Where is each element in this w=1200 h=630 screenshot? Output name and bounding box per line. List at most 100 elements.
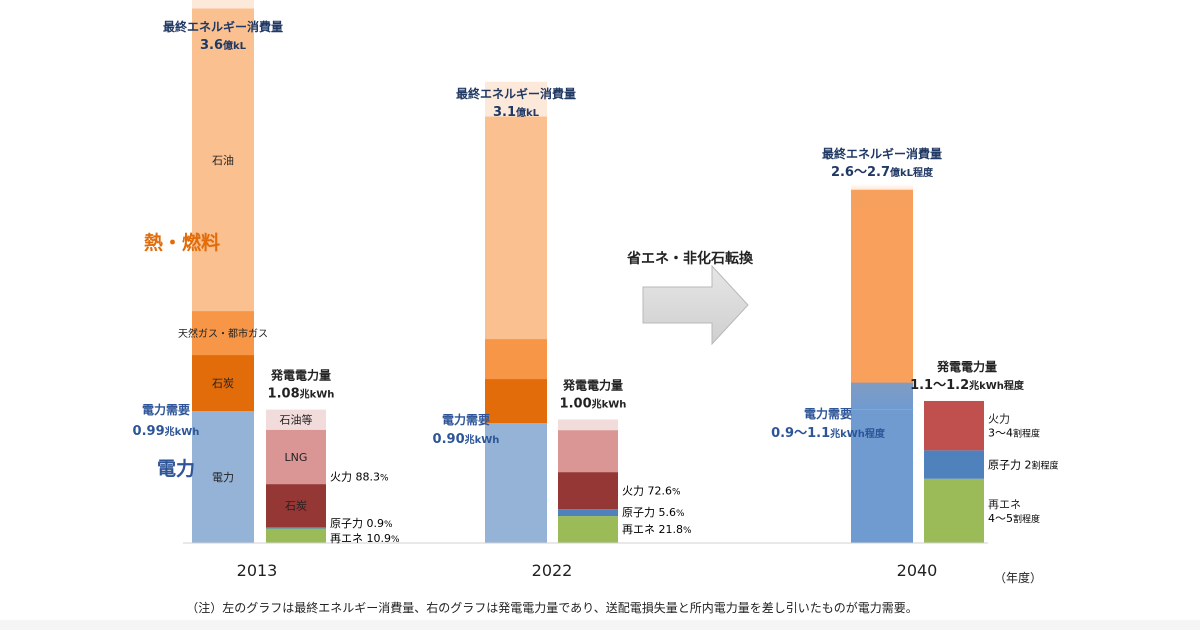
energy-bar-2013-segment-4 (192, 0, 254, 9)
power-total-2022-unit: 兆kWh (592, 398, 627, 411)
demand-head-0: 電力需要 (142, 402, 190, 417)
power-total-2013-value: 1.08 (268, 387, 300, 402)
power-bar-2022-segment-4 (558, 419, 618, 431)
energy-bar-2040-segment-1-fade (851, 183, 913, 210)
power-bar-2040-segment-1 (924, 450, 984, 479)
demand-value-1: 0.90兆kWh (433, 432, 500, 447)
transition-arrow-label: 省エネ・非化石転換 (626, 250, 754, 267)
energy-bar-2022-segment-2 (485, 339, 547, 380)
side-label-unit: 割程度 (1032, 460, 1059, 472)
power-headline-2040: 発電電力量 (936, 359, 997, 374)
power-total-2013-unit: 兆kWh (300, 388, 335, 401)
demand-value-2-unit: 兆kWh程度 (830, 427, 886, 440)
energy-segment-label-1: 石炭 (212, 377, 234, 390)
power-side-label-2022-1: 原子力 5.6% (622, 506, 685, 519)
power-bar-2013-segment-4 (266, 409, 326, 430)
transition-arrow (642, 264, 749, 346)
power-bar-2013-segment-2 (266, 484, 326, 528)
energy-total-2040-value: 2.6～2.7 (831, 165, 890, 180)
power-side-label-2013-0: 火力 88.3% (330, 471, 389, 484)
demand-value-1-unit: 兆kWh (465, 433, 500, 446)
power-bar-2013-segment-0 (266, 528, 326, 543)
power-bar-2013-segment-1 (266, 527, 326, 529)
energy-bar-2013-segment-0 (192, 411, 254, 543)
side-label-unit: % (380, 474, 389, 484)
side-label-unit: % (676, 509, 685, 519)
side-label-main: 原子力 5.6 (622, 506, 676, 519)
demand-value-0-unit: 兆kWh (165, 425, 200, 438)
category-electricity: 電力 (157, 457, 195, 480)
demand-head-2: 電力需要 (804, 406, 852, 421)
energy-bar-2040-segment-1-body (851, 207, 913, 383)
side-label-main: 原子力 2 (988, 459, 1032, 472)
power-headline-2022: 発電電力量 (562, 378, 623, 393)
side-label-unit: % (683, 526, 692, 536)
power-segment-label-3: LNG (285, 451, 308, 464)
year-tick-2022: 2022 (532, 561, 573, 580)
energy-total-2040-unit: 億kL程度 (890, 166, 934, 179)
energy-bar-2022-segment-4 (485, 81, 547, 117)
side-label-main: 火力 72.6 (622, 484, 672, 497)
power-side-label-2040-2-name: 再エネ (988, 498, 1021, 511)
energy-total-2013: 3.6億kL (200, 38, 247, 53)
demand-value-2: 0.9～1.1兆kWh程度 (771, 426, 886, 441)
energy-headline-2013: 最終エネルギー消費量 (163, 19, 283, 34)
demand-head-1: 電力需要 (442, 412, 490, 427)
side-label-unit: % (672, 487, 681, 497)
power-total-2040: 1.1～1.2兆kWh程度 (910, 378, 1025, 393)
energy-bar-2013-segment-1 (192, 355, 254, 412)
demand-value-0: 0.99兆kWh (133, 424, 200, 439)
year-tick-2040: 2040 (897, 561, 938, 580)
side-label-main: 火力 88.3 (330, 471, 380, 484)
energy-segment-label-3: 石油 (212, 153, 234, 167)
energy-segment-label-0: 電力 (212, 471, 234, 484)
energy-total-2013-unit: 億kL (223, 39, 247, 52)
demand-value-2-value: 0.9～1.1 (771, 426, 830, 441)
power-side-label-2040-0-name: 火力 (988, 413, 1010, 426)
power-total-2013: 1.08兆kWh (268, 387, 335, 402)
side-label-main: 4～5 (988, 512, 1013, 525)
year-unit-label: （年度） (994, 570, 1042, 585)
power-side-label-2022-2: 再エネ 21.8% (622, 523, 692, 536)
power-side-label-2040-2-value: 4～5割程度 (988, 512, 1040, 525)
footnote: （注）左のグラフは最終エネルギー消費量、右のグラフは発電電力量であり、送配電損失… (186, 600, 917, 615)
energy-bar-2013-segment-3 (192, 8, 254, 312)
power-side-label-2013-2: 再エネ 10.9% (330, 532, 400, 545)
side-label-unit: % (391, 535, 400, 545)
power-total-2022: 1.00兆kWh (560, 397, 627, 412)
power-segment-label-2: 石炭 (285, 500, 307, 513)
power-total-2040-value: 1.1～1.2 (910, 378, 969, 393)
energy-headline-2040: 最終エネルギー消費量 (822, 146, 942, 161)
power-bar-2022-segment-0 (558, 516, 618, 543)
energy-total-2022-value: 3.1 (493, 105, 516, 120)
side-label-main: 原子力 0.9 (330, 517, 384, 530)
energy-total-2022-unit: 億kL (516, 106, 540, 119)
energy-bar-2013-segment-2 (192, 311, 254, 356)
side-label-unit: % (384, 520, 393, 530)
energy-segment-label-2: 天然ガス・都市ガス (178, 327, 268, 340)
power-total-2022-value: 1.00 (560, 397, 592, 412)
side-label-main: 再エネ 21.8 (622, 523, 683, 536)
power-side-label-2040-1: 原子力 2割程度 (988, 459, 1059, 472)
power-bar-2022-segment-1 (558, 509, 618, 517)
energy-total-2040: 2.6～2.7億kL程度 (831, 165, 934, 180)
power-bar-2022-segment-3 (558, 430, 618, 473)
power-bar-2040-segment-0 (924, 478, 984, 543)
energy-bar-2022-segment-3 (485, 116, 547, 340)
side-label-main: 再エネ 10.9 (330, 532, 391, 545)
bottom-strip (0, 620, 1200, 630)
side-label-main: 3～4 (988, 427, 1013, 440)
demand-value-0-value: 0.99 (133, 424, 165, 439)
category-heat-fuel: 熱・燃料 (144, 231, 220, 254)
energy-bar-2022-segment-1 (485, 379, 547, 424)
power-headline-2013: 発電電力量 (270, 368, 331, 383)
power-side-label-2013-1: 原子力 0.9% (330, 517, 393, 530)
side-label-unit: 割程度 (1013, 428, 1040, 440)
energy-total-2013-value: 3.6 (200, 38, 223, 53)
energy-headline-2022: 最終エネルギー消費量 (456, 86, 576, 101)
energy-bar-2022-segment-0 (485, 423, 547, 543)
power-segment-label-4: 石油等 (280, 413, 313, 427)
year-tick-2013: 2013 (237, 561, 278, 580)
